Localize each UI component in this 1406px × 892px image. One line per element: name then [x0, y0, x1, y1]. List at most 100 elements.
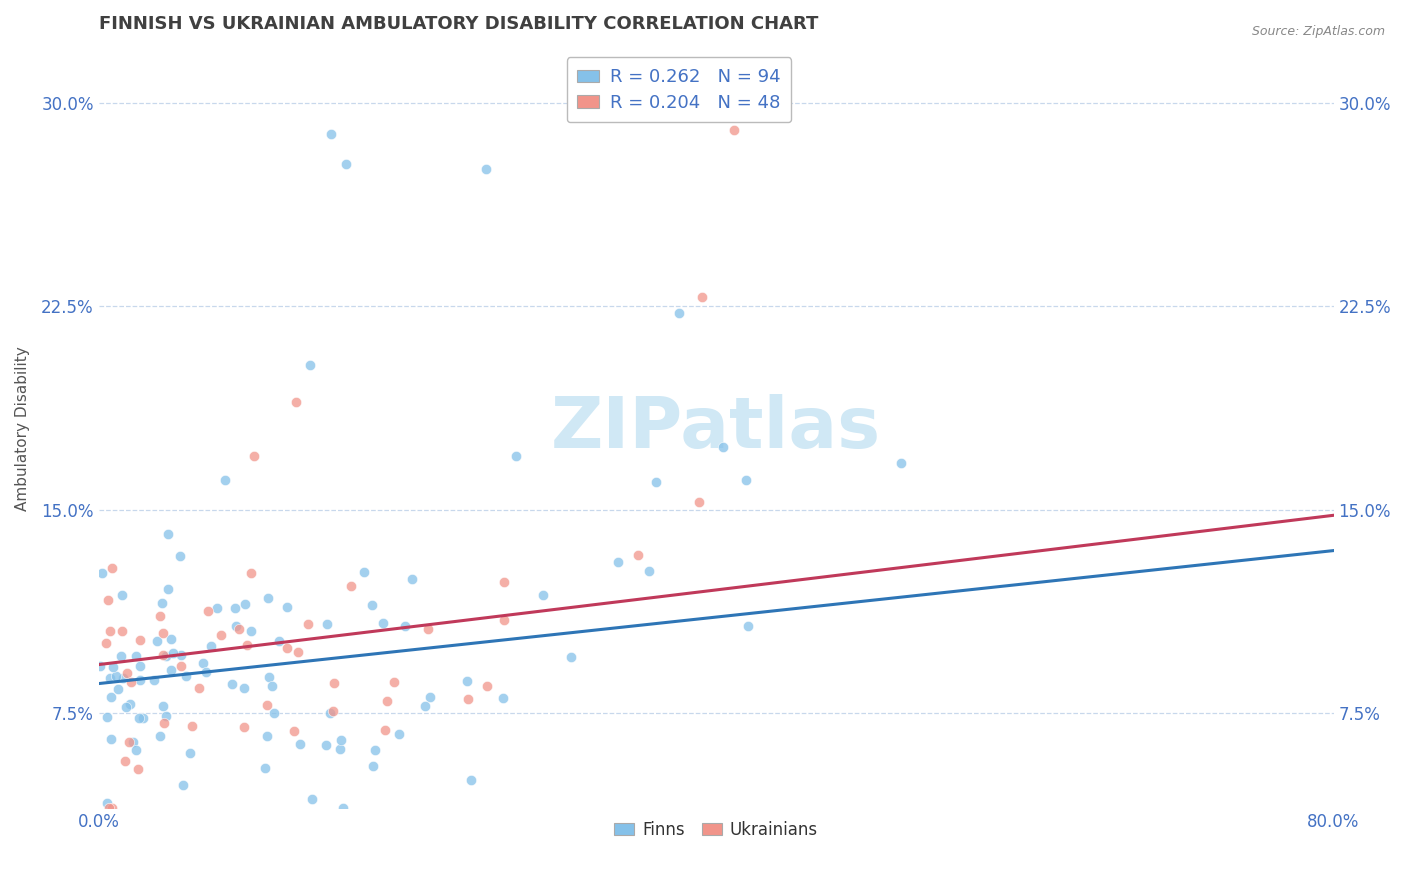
Point	[382, 674, 405, 689]
Point	[477, 679, 499, 693]
Point	[269, 633, 291, 648]
Point	[91, 566, 114, 581]
Point	[240, 624, 263, 639]
Point	[104, 669, 127, 683]
Point	[111, 671, 134, 685]
Point	[169, 549, 191, 563]
Point	[101, 660, 124, 674]
Point	[322, 675, 344, 690]
Point	[276, 640, 298, 655]
Legend: Finns, Ukrainians: Finns, Ukrainians	[607, 814, 825, 846]
Point	[319, 706, 342, 720]
Point	[200, 640, 222, 654]
Point	[373, 615, 395, 630]
Point	[645, 475, 668, 489]
Point	[128, 711, 150, 725]
Point	[118, 734, 141, 748]
Point	[174, 668, 197, 682]
Point	[256, 729, 278, 743]
Point	[150, 596, 173, 610]
Point	[257, 670, 280, 684]
Point	[322, 704, 344, 718]
Y-axis label: Ambulatory Disability: Ambulatory Disability	[15, 346, 30, 511]
Point	[505, 449, 527, 463]
Point	[638, 564, 661, 578]
Point	[132, 711, 155, 725]
Point	[111, 588, 134, 602]
Point	[243, 449, 266, 463]
Point	[149, 730, 172, 744]
Text: Source: ZipAtlas.com: Source: ZipAtlas.com	[1251, 25, 1385, 38]
Point	[122, 735, 145, 749]
Point	[110, 649, 132, 664]
Point	[100, 561, 122, 575]
Point	[221, 676, 243, 690]
Point	[94, 636, 117, 650]
Point	[301, 792, 323, 806]
Point	[128, 659, 150, 673]
Point	[531, 588, 554, 602]
Point	[111, 624, 134, 638]
Point	[711, 440, 734, 454]
Point	[96, 710, 118, 724]
Point	[388, 726, 411, 740]
Point	[96, 796, 118, 810]
Point	[224, 601, 246, 615]
Point	[335, 157, 357, 171]
Point	[233, 597, 256, 611]
Point	[162, 646, 184, 660]
Point	[152, 699, 174, 714]
Point	[492, 691, 515, 706]
Point	[253, 761, 276, 775]
Point	[319, 128, 342, 142]
Point	[260, 679, 283, 693]
Point	[418, 622, 440, 636]
Point	[364, 743, 387, 757]
Point	[179, 746, 201, 760]
Point	[475, 162, 498, 177]
Point	[128, 673, 150, 687]
Point	[298, 358, 321, 372]
Point	[418, 690, 440, 704]
Point	[256, 698, 278, 712]
Point	[98, 624, 121, 639]
Point	[155, 649, 177, 664]
Point	[460, 772, 482, 787]
Point	[100, 801, 122, 815]
Point	[98, 801, 121, 815]
Point	[181, 719, 204, 733]
Point	[160, 663, 183, 677]
Point	[236, 638, 259, 652]
Point	[288, 737, 311, 751]
Point	[156, 582, 179, 596]
Point	[114, 754, 136, 768]
Point	[120, 674, 142, 689]
Point	[297, 617, 319, 632]
Point	[361, 759, 384, 773]
Point	[195, 665, 218, 679]
Point	[494, 574, 516, 589]
Point	[401, 572, 423, 586]
Point	[100, 731, 122, 746]
Point	[287, 645, 309, 659]
Point	[232, 681, 254, 696]
Point	[152, 648, 174, 662]
Point	[107, 681, 129, 696]
Point	[329, 742, 352, 756]
Point	[315, 617, 337, 632]
Point	[353, 566, 375, 580]
Text: ZIPatlas: ZIPatlas	[551, 394, 882, 463]
Point	[360, 598, 382, 612]
Point	[205, 601, 228, 615]
Point	[560, 649, 582, 664]
Point	[457, 692, 479, 706]
Point	[233, 720, 256, 734]
Point	[723, 123, 745, 137]
Point	[214, 473, 236, 487]
Point	[98, 671, 121, 685]
Point	[627, 548, 650, 562]
Point	[276, 600, 298, 615]
Point	[170, 648, 193, 662]
Point	[456, 674, 478, 689]
Point	[117, 665, 139, 680]
